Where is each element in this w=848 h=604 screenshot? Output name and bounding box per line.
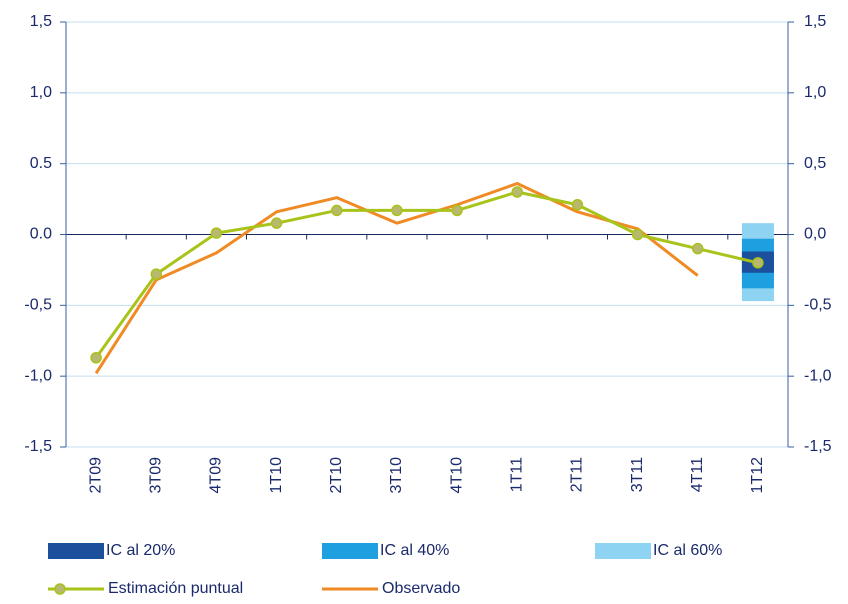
point-marker (210, 227, 223, 239)
y-tick-label: 1,0 (30, 84, 52, 101)
series-line (94, 182, 699, 375)
y2-tick-label: -1,5 (804, 438, 832, 455)
x-tick-label: 2T10 (328, 457, 345, 494)
point-marker (90, 352, 102, 364)
y2-tick-label: 0,5 (804, 155, 826, 172)
point-marker (752, 257, 764, 269)
x-tick-label: 3T10 (388, 457, 405, 494)
x-tick-label: 1T12 (749, 457, 766, 494)
legend-swatch (322, 543, 378, 559)
x-tick-label: 1T10 (268, 457, 285, 494)
y2-tick-label: -1,0 (804, 367, 832, 384)
legend-swatch (54, 583, 66, 595)
y2-tick-label: 1,0 (804, 84, 826, 101)
x-tick-label: 1T11 (508, 457, 525, 492)
legend-label: Estimación puntual (108, 580, 243, 597)
point-marker (270, 217, 283, 229)
legend-label: IC al 20% (106, 542, 175, 559)
legend-swatch (48, 543, 104, 559)
y-tick-label: -1,5 (24, 438, 52, 455)
point-marker (692, 242, 704, 255)
x-tick-label: 3T09 (147, 457, 164, 494)
x-tick-label: 3T11 (629, 457, 646, 492)
y-tick-label: 0.5 (30, 155, 52, 172)
y2-tick-label: -0,5 (804, 297, 832, 314)
point-marker (150, 268, 162, 280)
x-tick-label: 4T10 (448, 457, 465, 494)
legend-label: IC al 60% (653, 542, 722, 559)
y-tick-label: 1,5 (30, 13, 52, 30)
y-tick-label: -1,0 (24, 367, 52, 384)
point-marker (331, 204, 343, 217)
legend-label: Observado (382, 580, 460, 597)
x-tick-label: 2T09 (87, 457, 104, 494)
point-marker (631, 228, 644, 241)
legend-swatch (595, 543, 651, 559)
point-marker (571, 199, 584, 211)
point-marker (511, 186, 523, 198)
legend-label: IC al 40% (380, 542, 449, 559)
y-tick-label: 0.0 (30, 226, 52, 243)
y2-tick-label: 0,0 (804, 226, 826, 243)
y-tick-label: -0,5 (24, 297, 52, 314)
series-line (94, 190, 759, 359)
y2-tick-label: 1,5 (804, 13, 826, 30)
x-tick-label: 4T11 (689, 457, 706, 492)
point-marker (451, 204, 463, 217)
point-marker (391, 204, 403, 217)
x-tick-label: 2T11 (569, 457, 586, 492)
x-tick-label: 4T09 (208, 457, 225, 494)
